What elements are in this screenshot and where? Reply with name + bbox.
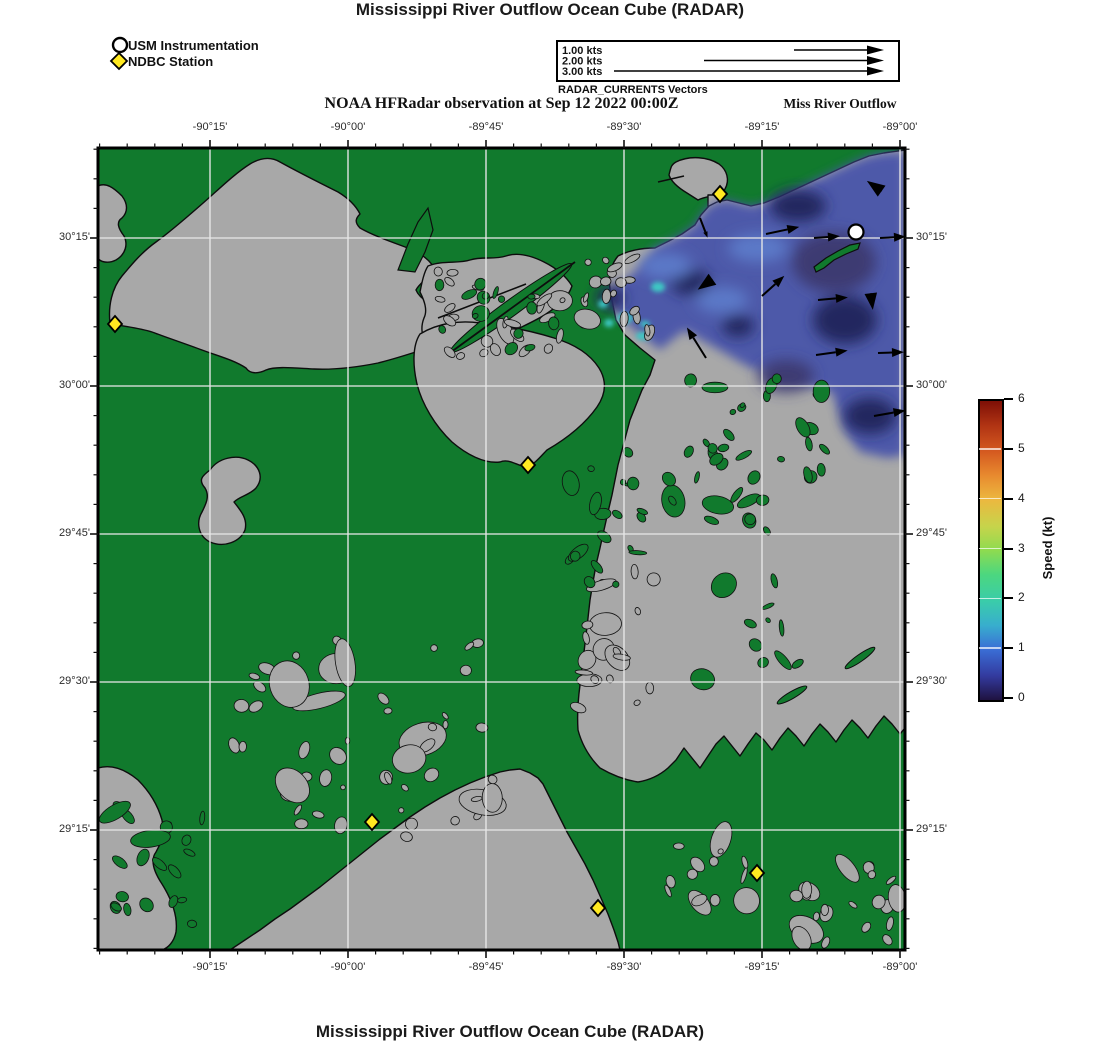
lat-label-right: 29°30' <box>916 675 947 687</box>
current-vector-arrow <box>697 273 717 290</box>
vector-scale-row-label: 2.00 kts <box>562 56 602 68</box>
lat-label-left: 30°15' <box>59 231 90 243</box>
legend-marker-icons <box>109 36 129 71</box>
lat-label-left: 29°30' <box>59 675 90 687</box>
lon-label-top: -90°00' <box>330 121 366 133</box>
legend-ndbc-label: NDBC Station <box>128 54 214 69</box>
current-vector-arrow <box>813 232 840 242</box>
lon-label-top: -90°15' <box>192 121 228 133</box>
gulf-of-mexico <box>229 768 621 950</box>
islands-layer <box>397 175 876 705</box>
chandeleur-island-2 <box>776 685 808 705</box>
vector-scale-caption: RADAR_CURRENTS Vectors <box>558 84 708 96</box>
colorbar-gridline <box>979 597 1001 600</box>
current-vector-arrow <box>761 275 785 297</box>
usm-instrument-marker <box>847 223 865 241</box>
marsh-speckles <box>98 253 905 950</box>
colorbar-tick <box>1004 647 1013 650</box>
lon-label-top: -89°15' <box>744 121 780 133</box>
current-vector-arrow <box>699 217 708 238</box>
current-vector-arrow <box>815 347 848 357</box>
current-vector-arrow <box>864 292 878 310</box>
colorbar <box>978 399 1004 702</box>
western-lakes <box>198 456 261 546</box>
vector-scale-box: 1.00 kts 2.00 kts 3.00 kts <box>556 40 900 82</box>
lon-label-top: -89°30' <box>606 121 642 133</box>
colorbar-gridline <box>979 497 1001 500</box>
lon-label-top: -89°00' <box>882 121 918 133</box>
colorbar-tick <box>1004 697 1013 699</box>
ndbc-station-marker <box>711 184 729 204</box>
legend-usm-label: USM Instrumentation <box>128 38 259 53</box>
railroad-causeway <box>446 261 576 356</box>
ndbc-station-marker <box>363 812 381 832</box>
lon-label-bottom: -89°30' <box>606 961 642 973</box>
lat-label-left: 29°15' <box>59 823 90 835</box>
radar-field-patches <box>596 190 896 434</box>
colorbar-tick-label: 2 <box>1018 590 1025 605</box>
bay-bridge <box>657 175 685 183</box>
lat-label-right: 29°15' <box>916 823 947 835</box>
current-vector-arrow <box>879 232 905 242</box>
lat-label-left: 30°00' <box>59 379 90 391</box>
colorbar-gridline <box>979 547 1001 550</box>
colorbar-tick <box>1004 447 1013 450</box>
current-vector-arrow <box>765 225 800 235</box>
colorbar-tick <box>1004 547 1013 550</box>
half-moon-island <box>813 242 861 273</box>
colorbar-tick-label: 4 <box>1018 490 1025 505</box>
lat-label-left: 29°45' <box>59 527 90 539</box>
ndbc-diamond-icon <box>109 51 129 71</box>
station-markers <box>106 184 865 918</box>
current-vectors <box>686 180 905 417</box>
axis-ticks <box>90 140 913 958</box>
vector-scale-row-label: 3.00 kts <box>562 66 602 78</box>
colorbar-tick-label: 5 <box>1018 440 1025 455</box>
current-vector-arrow <box>873 408 905 417</box>
ndbc-station-marker <box>748 863 766 883</box>
radar-speed-field <box>596 152 905 458</box>
lat-label-right: 29°45' <box>916 527 947 539</box>
observation-subtitle: NOAA HFRadar observation at Sep 12 2022 … <box>324 95 679 112</box>
usm-circle-icon <box>111 36 129 54</box>
lon-label-bottom: -90°00' <box>330 961 366 973</box>
grid-lines <box>98 148 905 950</box>
chandeleur-island-1 <box>844 646 876 670</box>
colorbar-gridline <box>979 647 1001 649</box>
colorbar-axis-label: Speed (kt) <box>1040 516 1055 580</box>
current-vector-arrow <box>877 348 904 358</box>
colorbar-tick-label: 0 <box>1018 690 1025 704</box>
ndbc-station-marker <box>519 455 537 475</box>
lat-label-right: 30°00' <box>916 379 947 391</box>
lon-label-top: -89°45' <box>468 121 504 133</box>
colorbar-tick-label: 6 <box>1018 391 1025 405</box>
colorbar-tick-label: 1 <box>1018 640 1025 655</box>
lon-label-bottom: -89°00' <box>882 961 918 973</box>
current-vector-arrow <box>817 293 848 303</box>
colorbar-tick <box>1004 597 1013 600</box>
lon-label-bottom: -89°15' <box>744 961 780 973</box>
colorbar-tick <box>1004 398 1013 400</box>
miss-river-outflow-label: Miss River Outflow <box>783 96 897 111</box>
lat-label-right: 30°15' <box>916 231 947 243</box>
current-vector-arrow <box>866 180 886 197</box>
radar-field-base <box>608 152 905 458</box>
current-vector-arrow <box>686 327 707 359</box>
colorbar-tick <box>1004 497 1013 500</box>
lake-maurepas <box>98 184 128 263</box>
colorbar-tick-label: 3 <box>1018 540 1025 555</box>
lon-label-bottom: -89°45' <box>468 961 504 973</box>
slidell-wedge <box>397 206 434 273</box>
colorbar-gridline <box>979 448 1001 450</box>
map-border <box>96 146 907 952</box>
figure-title-top: Mississippi River Outflow Ocean Cube (RA… <box>355 0 745 19</box>
figure-title-bottom: Mississippi River Outflow Ocean Cube (RA… <box>315 1022 705 1041</box>
vector-scale-row-label: 1.00 kts <box>562 45 602 57</box>
ndbc-station-marker <box>589 898 607 918</box>
ndbc-station-marker <box>106 314 124 334</box>
lon-label-bottom: -90°15' <box>192 961 228 973</box>
